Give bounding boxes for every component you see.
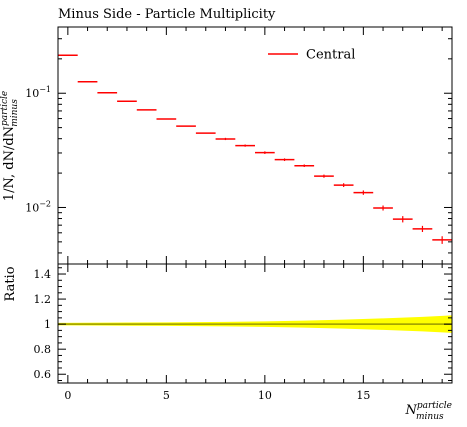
data-point [333, 183, 354, 188]
x-tick-label: 0 [64, 389, 71, 402]
chart-title: Minus Side - Particle Multiplicity [58, 7, 276, 22]
data-point [432, 236, 452, 244]
main-ylabel-sup: particle [0, 91, 10, 126]
x-tick-label: 15 [356, 389, 370, 402]
data-point [412, 225, 433, 232]
data-point [255, 151, 275, 154]
data-point [392, 216, 413, 223]
main-axis-ticks: 10−1 10−2 [25, 27, 452, 383]
data-point [274, 158, 295, 162]
ratio-y-tick-label: 1.2 [34, 293, 52, 306]
ratio-frame [57, 263, 453, 384]
x-label-sup: particle [417, 401, 452, 411]
x-tick-labels: 0 5 10 15 [64, 389, 370, 402]
main-ylabel: 1/N, dN/dNparticleminus [0, 91, 20, 201]
main-ylabel-text: 1/N, dN/dN [2, 126, 17, 201]
x-axis-label: Nparticle minus [404, 401, 452, 422]
main-y-tick-label: 10−2 [25, 199, 51, 214]
ratio-y-tick-label: 0.8 [34, 343, 52, 356]
data-point [314, 174, 334, 178]
data-point [215, 137, 236, 141]
x-label-main: N [404, 403, 417, 418]
data-point [373, 205, 393, 211]
legend-label: Central [306, 48, 355, 63]
data-point [235, 144, 255, 147]
x-tick-label: 5 [163, 389, 170, 402]
legend: Central [268, 48, 355, 63]
ratio-y-tick-label: 1 [44, 318, 51, 331]
ratio-y-tick-label: 1.4 [34, 268, 52, 281]
main-data-marks [58, 54, 452, 244]
data-point [294, 164, 315, 168]
ratio-y-tick-label: 0.6 [34, 368, 52, 381]
ratio-axis-ticks: 0.6 0.8 1 1.2 1.4 [34, 267, 452, 381]
ratio-band-layer [58, 315, 452, 333]
ratio-panel: 0.6 0.8 1 1.2 1.4 Ratio [3, 263, 453, 384]
x-tick-label: 10 [258, 389, 272, 402]
data-point [353, 190, 374, 195]
x-label-sub: minus [416, 412, 444, 422]
ratio-ylabel: Ratio [3, 266, 18, 301]
main-y-tick-label: 10−1 [25, 85, 51, 100]
main-ylabel-sub: minus [10, 99, 20, 127]
